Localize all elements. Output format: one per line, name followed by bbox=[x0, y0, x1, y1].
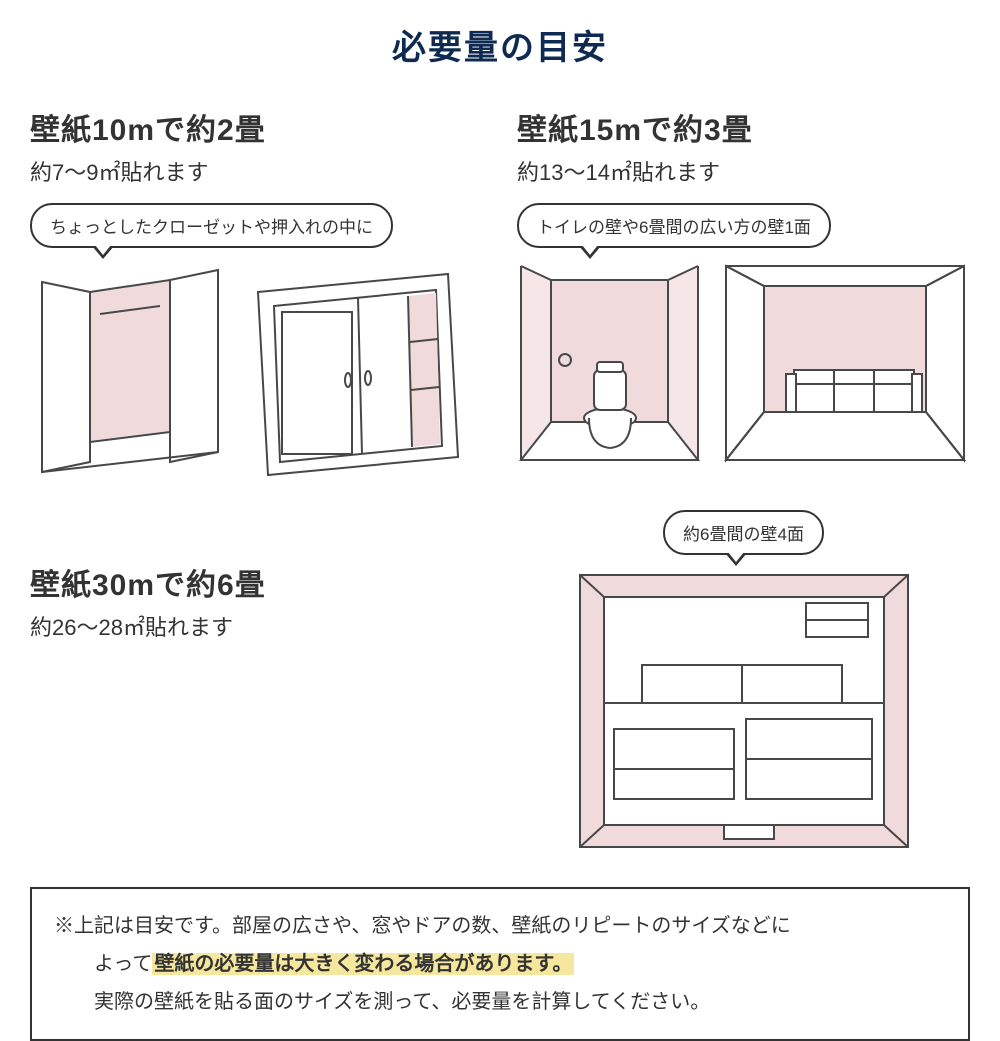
section-15m: 壁紙15mで約3畳 約13～14㎡貼れます トイレの壁や6畳間の広い方の壁1面 bbox=[517, 105, 970, 490]
bubble-10m: ちょっとしたクローゼットや押入れの中に bbox=[30, 203, 393, 248]
section-30m: 壁紙30mで約6畳 約26～28㎡貼れます bbox=[30, 510, 477, 859]
note-line-1: ※上記は目安です。部屋の広さや、窓やドアの数、壁紙のリピートのサイズなどに bbox=[54, 907, 946, 945]
heading-15m: 壁紙15mで約3畳 bbox=[517, 105, 970, 149]
section-10m: 壁紙10mで約2畳 約7～9㎡貼れます ちょっとしたクローゼットや押入れの中に bbox=[30, 105, 477, 490]
bubble-15m: トイレの壁や6畳間の広い方の壁1面 bbox=[517, 203, 831, 248]
closet-icon bbox=[30, 262, 230, 477]
note-highlight: 壁紙の必要量は大きく変わる場合があります。 bbox=[152, 953, 574, 975]
note-line-3: 実際の壁紙を貼る面のサイズを測って、必要量を計算してください。 bbox=[54, 983, 946, 1021]
toilet-room-icon bbox=[517, 262, 702, 472]
sub-15m: 約13～14㎡貼れます bbox=[517, 155, 970, 187]
floorplan-icon bbox=[574, 569, 914, 859]
note-line-2-pre: よって bbox=[54, 953, 152, 975]
heading-30m: 壁紙30mで約6畳 bbox=[30, 560, 477, 604]
oshiire-icon bbox=[248, 262, 468, 477]
room-wall-icon bbox=[720, 262, 970, 472]
page-title: 必要量の目安 bbox=[30, 20, 970, 69]
note-box: ※上記は目安です。部屋の広さや、窓やドアの数、壁紙のリピートのサイズなどに よっ… bbox=[30, 887, 970, 1041]
sub-30m: 約26～28㎡貼れます bbox=[30, 610, 477, 642]
sub-10m: 約7～9㎡貼れます bbox=[30, 155, 477, 187]
heading-10m: 壁紙10mで約2畳 bbox=[30, 105, 477, 149]
bubble-30m: 約6畳間の壁4面 bbox=[663, 510, 824, 555]
section-30m-illus: 約6畳間の壁4面 bbox=[517, 510, 970, 859]
note-line-2: よって壁紙の必要量は大きく変わる場合があります。 bbox=[54, 945, 946, 983]
content-grid: 壁紙10mで約2畳 約7～9㎡貼れます ちょっとしたクローゼットや押入れの中に bbox=[30, 105, 970, 859]
